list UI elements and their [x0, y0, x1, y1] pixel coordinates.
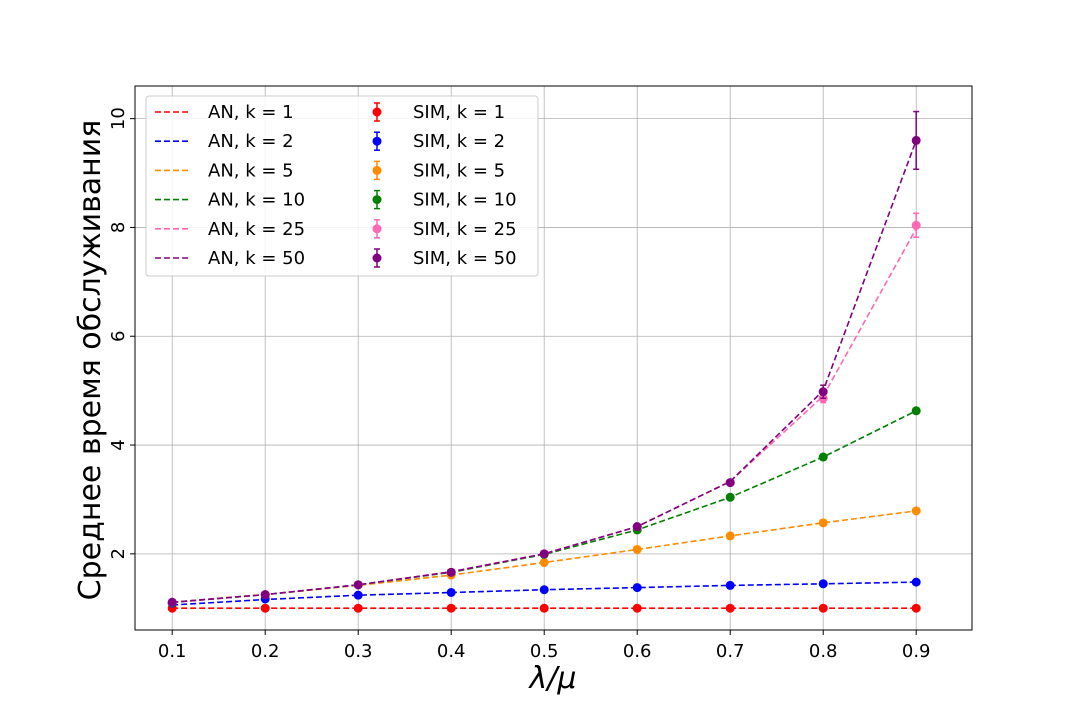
sim-point-4 [725, 492, 735, 502]
sim-point-3 [539, 558, 549, 568]
sim-point-2 [446, 587, 456, 597]
sim-point-1 [725, 603, 735, 613]
x-tick-label: 0.9 [902, 641, 931, 662]
legend-label: SIM, k = 5 [413, 160, 505, 181]
sim-point-5 [911, 220, 921, 230]
y-axis-label: Среднее время обслуживания [73, 120, 108, 601]
sim-point-1 [260, 603, 270, 613]
x-tick-label: 0.2 [251, 641, 280, 662]
x-tick-label: 0.4 [437, 641, 466, 662]
legend-marker-swatch [372, 107, 382, 117]
sim-point-6 [911, 135, 921, 145]
sim-point-1 [353, 603, 363, 613]
sim-point-3 [911, 506, 921, 516]
sim-point-1 [632, 603, 642, 613]
sim-point-6 [446, 567, 456, 577]
y-tick-label: 2 [108, 548, 129, 559]
legend-label: SIM, k = 10 [413, 190, 517, 211]
y-tick-label: 10 [108, 107, 129, 130]
legend-label: AN, k = 10 [208, 190, 305, 211]
sim-point-2 [632, 583, 642, 593]
x-tick-label: 0.8 [809, 641, 838, 662]
sim-point-6 [818, 387, 828, 397]
legend-label: AN, k = 50 [208, 248, 305, 269]
legend-label: SIM, k = 1 [413, 102, 505, 123]
sim-point-1 [539, 603, 549, 613]
x-tick-label: 0.3 [344, 641, 373, 662]
legend-marker-swatch [372, 165, 382, 175]
legend-label: AN, k = 1 [208, 102, 294, 123]
x-tick-label: 0.6 [623, 641, 652, 662]
sim-point-6 [260, 590, 270, 600]
legend-label: SIM, k = 2 [413, 131, 505, 152]
sim-point-3 [725, 531, 735, 541]
legend-marker-swatch [372, 195, 382, 205]
legend: AN, k = 1 AN, k = 2 AN, k = 5 AN, k = 10 AN,… [145, 95, 539, 277]
legend-label: AN, k = 5 [208, 160, 294, 181]
y-tick-label: 6 [108, 331, 129, 342]
legend-label: SIM, k = 50 [413, 248, 517, 269]
axis-ticks: 0.1 0.2 0.3 0.4 0.5 0.6 0.7 0.8 0.9 2 4 6 8 10 [108, 107, 931, 662]
analytic-line-6 [172, 140, 917, 604]
sim-point-2 [725, 580, 735, 590]
legend-marker-swatch [372, 224, 382, 234]
sim-point-6 [725, 478, 735, 488]
plot-frame [134, 85, 973, 631]
sim-point-1 [911, 603, 921, 613]
sim-point-4 [818, 452, 828, 462]
sim-point-2 [818, 579, 828, 589]
sim-point-6 [353, 580, 363, 590]
plot-area [167, 110, 921, 613]
sim-point-1 [446, 603, 456, 613]
y-tick-label: 4 [108, 439, 129, 450]
sim-point-2 [539, 585, 549, 595]
sim-point-3 [632, 544, 642, 554]
x-axis-label: λ/μ [528, 661, 577, 696]
sim-point-6 [539, 549, 549, 559]
legend-marker-swatch [372, 253, 382, 263]
x-tick-label: 0.5 [530, 641, 559, 662]
sim-point-2 [911, 577, 921, 587]
sim-point-1 [818, 603, 828, 613]
y-tick-label: 8 [108, 222, 129, 233]
analytic-line-5 [172, 228, 917, 604]
legend-box [145, 95, 539, 277]
x-tick-label: 0.7 [716, 641, 745, 662]
sim-point-4 [911, 406, 921, 416]
sim-point-3 [818, 518, 828, 528]
x-tick-label: 0.1 [158, 641, 187, 662]
legend-label: AN, k = 25 [208, 219, 305, 240]
legend-marker-swatch [372, 136, 382, 146]
sim-point-2 [353, 590, 363, 600]
legend-label: SIM, k = 25 [413, 219, 517, 240]
sim-point-6 [632, 522, 642, 532]
legend-label: AN, k = 2 [208, 131, 294, 152]
sim-point-6 [167, 597, 177, 607]
